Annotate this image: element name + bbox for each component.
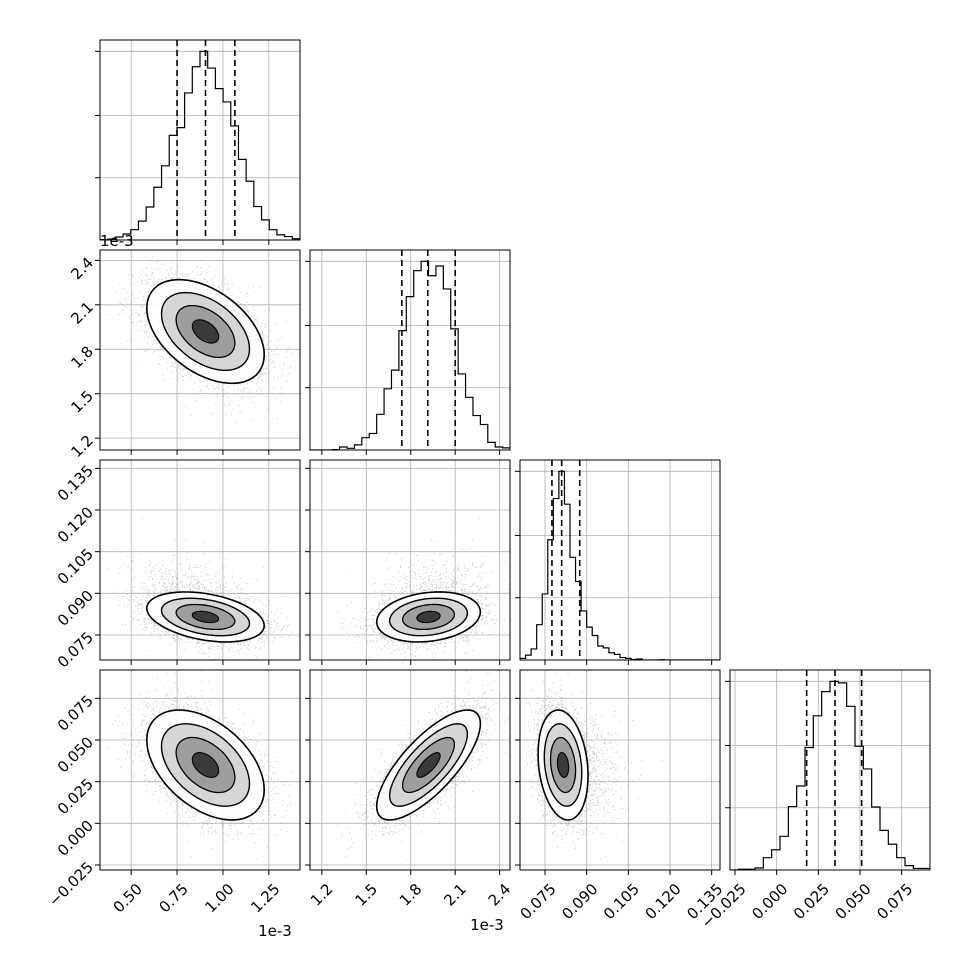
y-offset-label-row2: 1e-3 [100,232,134,250]
y-tick-label: 0.075 [54,692,97,735]
x-tick-label: 0.120 [642,880,685,923]
contour-line-mid [388,723,469,807]
panel-frame [309,249,511,451]
y-tick-label: 0.000 [54,817,97,860]
contour-line-mid [160,723,251,807]
panel-frame [309,459,511,661]
y-tick-label: 0.120 [54,503,97,546]
y-tick-label: 0.090 [54,587,97,630]
contour-fill-core [192,611,219,623]
contour-line-mid [388,597,469,637]
panel-2-2 [305,249,511,455]
y-tick-label: −0.025 [45,858,97,910]
y-tick-label: 1.2 [67,431,97,461]
panel-1-1 [95,39,301,245]
x-tick-label: 0.050 [832,880,875,923]
histogram-step [310,260,510,450]
contour-line-inner [175,304,236,359]
contour-line-core [191,319,220,344]
contour-line-inner [401,736,456,794]
y-tick-label: 2.4 [67,254,97,284]
histogram-step [520,470,720,660]
x-offset-label-col2: 1e-3 [470,916,504,934]
scatter-points [522,670,664,860]
x-tick-label: 0.075 [517,880,560,923]
contour-line-mid [543,723,583,807]
panel-frame [99,39,301,241]
contour-line-core [416,752,441,778]
contour-line-inner [549,736,577,794]
contour-line-inner [175,603,236,631]
scatter-points [107,517,300,659]
x-tick-label: 0.75 [155,880,191,916]
panel-frame [519,669,721,871]
contour-line-outer [375,591,482,643]
contour-fill-core [416,611,441,623]
contour-fill-core [557,752,569,778]
contour-fill-core [416,752,441,778]
contour-line-core [191,752,220,778]
panel-frame [729,669,931,871]
contour-line-core [556,752,570,778]
contour-line-inner [175,736,236,794]
y-tick-label: 2.1 [67,298,97,328]
x-tick-label: 2.1 [440,880,470,910]
y-tick-label: 0.050 [54,733,97,776]
contour-line-outer [537,709,589,821]
contour-line-core [416,610,441,624]
contour-line-outer [375,709,482,821]
histogram-step [100,50,300,240]
contour-line-mid [160,597,251,637]
x-tick-label: 0.075 [873,880,916,923]
y-tick-label: 1.8 [67,343,97,373]
panel-4-2: 1.2 1.5 1.8 2.1 2.4 [305,669,515,910]
contour-line-core [191,610,220,624]
x-tick-label: 1.2 [307,880,337,910]
panel-2-1: 1.2 1.5 1.8 2.1 2.4 [67,249,301,461]
y-tick-label: 0.105 [54,545,97,588]
x-tick-label: 1.25 [247,880,283,916]
panel-3-2 [305,459,511,665]
histogram-step [730,680,930,870]
x-tick-label: 0.105 [600,880,643,923]
contour-line-outer [145,709,266,821]
panel-3-3 [515,459,721,665]
contour-line-outer [145,591,266,643]
x-tick-label: 0.000 [748,880,791,923]
panel-frame [519,459,721,661]
x-tick-label: 0.025 [790,880,833,923]
y-tick-label: 0.025 [54,775,97,818]
x-tick-label: 0.090 [558,880,601,923]
x-tick-label: 1.00 [201,880,237,916]
x-tick-label: 2.4 [485,880,515,910]
x-tick-label: 1.5 [351,880,381,910]
contour-line-outer [145,278,266,385]
panel-frame [309,669,511,871]
y-tick-label: 0.135 [54,462,97,505]
x-tick-label: 0.50 [110,880,146,916]
x-tick-label: 1.8 [396,880,426,910]
x-offset-label-col1: 1e-3 [258,922,292,940]
panel-frame [99,249,301,451]
panel-frame [99,669,301,871]
contour-line-inner [401,603,456,631]
panel-frame [99,459,301,661]
y-tick-label: 1.5 [67,387,97,417]
contour-line-mid [160,291,251,371]
y-tick-label: 0.075 [54,628,97,671]
